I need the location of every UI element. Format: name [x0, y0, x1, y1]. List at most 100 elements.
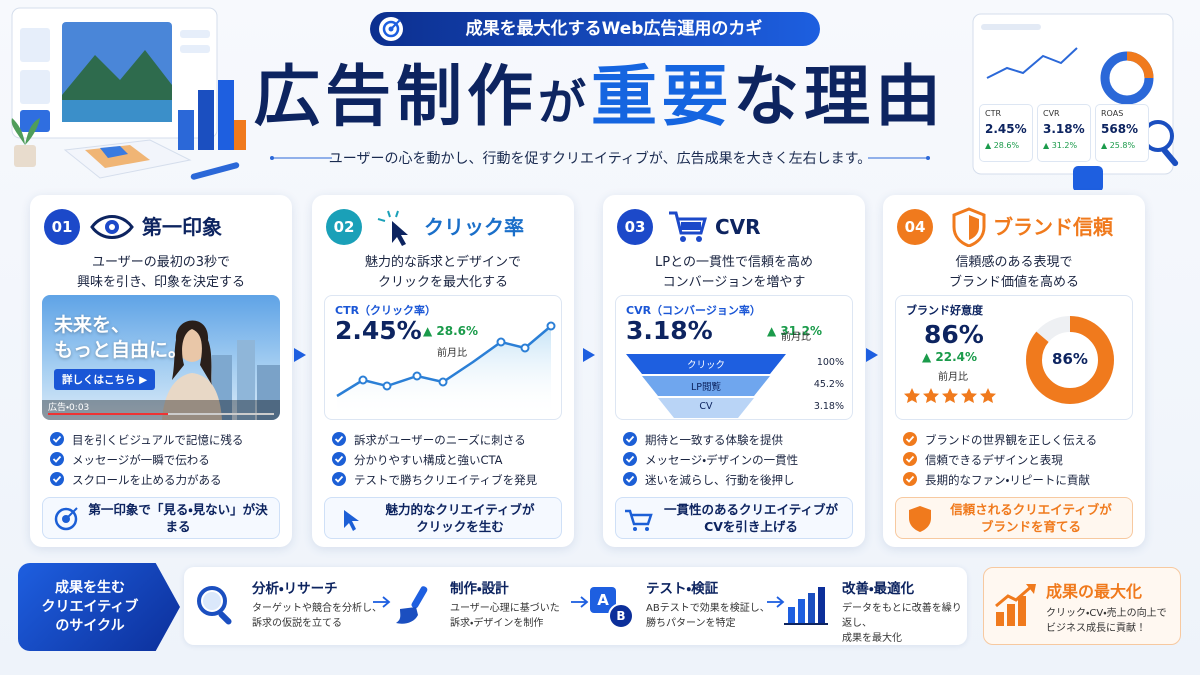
card-point: 訴求がユーザーのニーズに刺さる: [332, 431, 526, 449]
card-description: 信頼感のある表現で ブランド価値を高める: [948, 255, 1079, 290]
title-part: な理由: [733, 58, 946, 135]
card-number: 01: [44, 209, 80, 245]
funnel-label: CV: [699, 401, 713, 412]
point-text: 長期的なファン・リピートに貢献: [925, 473, 1090, 487]
step-icon: [392, 583, 436, 631]
metric-value: 2.45%: [985, 122, 1027, 136]
point-text: 期待と一致する体験を提供: [645, 433, 783, 447]
metric-change: ▲ 28.6%: [985, 141, 1020, 150]
ad-headline: 未来を、 もっと自由に。: [54, 314, 188, 361]
funnel-stage: [642, 376, 770, 396]
cursor-icon: [377, 210, 408, 246]
check-icon: [903, 452, 917, 466]
card-title: 第一印象: [142, 215, 222, 239]
metric-label: ブランド好意度: [906, 304, 983, 317]
metric-change: ▲ 31.2%: [767, 324, 823, 338]
card-point: 期待と一致する体験を提供: [623, 431, 783, 449]
card-point: 分かりやすい構成と強いCTA: [332, 451, 503, 469]
metric-compare: 前月比: [938, 372, 968, 383]
card-footer: 魅力的なクリエイティブが クリックを生む: [324, 497, 562, 539]
reason-card: 03 CVR LPとの一貫性で信頼を高め コンバージョンを増やす CVR（コンバ…: [603, 195, 865, 547]
eye-icon: [90, 215, 134, 239]
shield-icon: [952, 207, 986, 247]
cycle-label: 成果を生む クリエイティブ のサイクル: [18, 563, 180, 651]
step-title: 制作・設計: [450, 581, 509, 597]
metric-label: CTR（クリック率）: [335, 304, 437, 317]
point-text: テストで勝ちクリエイティブを発見: [354, 473, 538, 487]
check-icon: [332, 452, 346, 466]
point-text: ブランドの世界観を正しく伝える: [925, 433, 1098, 447]
point-text: 信頼できるデザインと表現: [925, 453, 1063, 467]
result-title: 成果の最大化: [1046, 582, 1143, 601]
card-title: CVR: [715, 215, 761, 239]
funnel-stage: [658, 398, 754, 418]
metric-card: CTR 2.45% ▲ 28.6%: [979, 104, 1033, 162]
step-arrow: [373, 596, 391, 608]
check-icon: [623, 432, 637, 446]
metric-label: ROAS: [1101, 109, 1124, 118]
step-arrow: [571, 596, 589, 608]
metric-value: 3.18%: [1043, 122, 1085, 136]
step-arrow: [767, 596, 785, 608]
check-icon: [623, 452, 637, 466]
metric-label: CVR（コンバージョン率）: [626, 304, 761, 317]
check-icon: [50, 432, 64, 446]
step-description: ユーザー心理に基づいた 訴求・デザインを制作: [450, 603, 560, 629]
metric-card: ROAS 568% ▲ 25.8%: [1095, 104, 1149, 162]
reason-card: 02 クリック率 魅力的な訴求とデザインで クリックを最大化する CTR（クリッ…: [312, 195, 574, 547]
card-point: メッセージ・デザインの一貫性: [623, 451, 798, 469]
funnel-value: 45.2%: [813, 379, 844, 390]
metric-change: ▲ 22.4%: [922, 350, 978, 364]
funnel-value: 100%: [816, 357, 844, 368]
card-point: メッセージが一瞬で伝わる: [50, 451, 210, 469]
metric-value: 2.45%: [335, 316, 422, 345]
step-title: テスト・検証: [646, 581, 719, 597]
check-icon: [332, 432, 346, 446]
badge: 成果を最大化するWeb広告運用のカギ: [370, 12, 820, 46]
footer-text: 信頼されるクリエイティブが ブランドを育てる: [950, 502, 1112, 534]
metric-label: CTR: [985, 109, 1002, 118]
point-text: 迷いを減らし、行動を後押し: [645, 473, 795, 487]
cart-icon: [625, 509, 653, 531]
point-text: メッセージが一瞬で伝わる: [72, 453, 210, 467]
card-number: 03: [617, 209, 653, 245]
main-title: 広告制作が重要な理由: [0, 52, 1200, 148]
reason-card: 01 第一印象 ユーザーの最初の3秒で 興味を引き、印象を決定する 未来を、 も…: [30, 195, 292, 547]
ad-image: [42, 320, 280, 420]
card-description: ユーザーの最初の3秒で 興味を引き、印象を決定する: [76, 255, 246, 290]
footer-text: 一貫性のあるクリエイティブが CVを引き上げる: [663, 502, 838, 534]
card-point: 信頼できるデザインと表現: [903, 451, 1063, 469]
ad-preview: 未来を、 もっと自由に。 詳しくはこちら ▶ 広告・0:03: [42, 295, 280, 420]
brush-icon: [396, 586, 428, 624]
cycle-steps: 分析・リサーチ ターゲットや競合を分析し、 訴求の仮説を立てる 制作・設計 ユー…: [184, 567, 967, 645]
subtitle: ユーザーの心を動かし、行動を促すクリエイティブが、広告成果を大きく左右します。: [328, 151, 872, 167]
badge-icon: [379, 17, 403, 41]
check-icon: [332, 472, 346, 486]
ad-button[interactable]: 詳しくはこちら ▶: [54, 369, 156, 390]
point-text: スクロールを止める力がある: [72, 473, 222, 487]
step-icon: [194, 583, 238, 631]
result-icon: [995, 584, 1036, 626]
funnel-value: 3.18%: [813, 401, 844, 412]
card-description: LPとの一貫性で信頼を高め コンバージョンを増やす: [655, 255, 813, 290]
check-icon: [903, 432, 917, 446]
right-illustration: CTR 2.45% ▲ 28.6% CVR 3.18% ▲ 31.2% ROAS 5…: [965, 8, 1190, 190]
left-illustration: [11, 7, 246, 180]
shield-icon: [909, 506, 931, 532]
target-icon: [54, 507, 78, 531]
card-description: 魅力的な訴求とデザインで クリックを最大化する: [364, 255, 521, 290]
footer-text: 第一印象で「見る・見ない」が決まる: [88, 502, 268, 534]
result-description: クリック・CV・売上の向上で ビジネス成長に貢献！: [1046, 608, 1167, 634]
step-title: 改善・最適化: [842, 581, 915, 597]
cursor-icon: [344, 510, 359, 531]
brand-panel: ブランド好意度 86% ▲ 22.4% 前月比 86%: [895, 295, 1133, 420]
donut-label: 86%: [1052, 350, 1088, 368]
title-part: 重要: [591, 58, 733, 135]
title-part: 広告制作: [253, 58, 538, 135]
cvr-panel: CVR（コンバージョン率） 3.18% ▲ 31.2% 前月比 クリック 100…: [615, 295, 853, 420]
metric-label: CVR: [1043, 109, 1060, 118]
